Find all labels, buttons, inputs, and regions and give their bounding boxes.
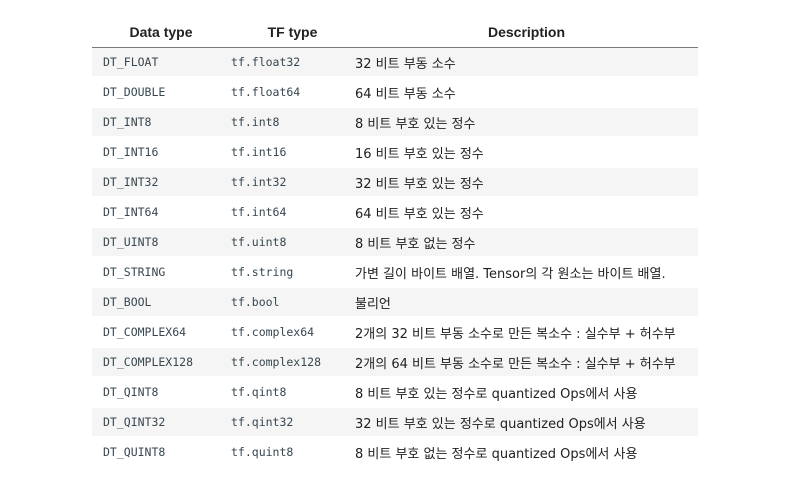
table-row: DT_INT32 tf.int32 32 비트 부호 있는 정수: [92, 167, 698, 197]
cell-tf-type: tf.float64: [230, 77, 355, 107]
table-header: Data type TF type Description: [92, 16, 698, 48]
table-row: DT_BOOL tf.bool 불리언: [92, 287, 698, 317]
cell-data-type: DT_DOUBLE: [92, 77, 230, 107]
table-row: DT_COMPLEX128 tf.complex128 2개의 64 비트 부동 소…: [92, 347, 698, 377]
cell-tf-type: tf.qint8: [230, 377, 355, 407]
cell-data-type: DT_INT8: [92, 107, 230, 137]
cell-tf-type: tf.int16: [230, 137, 355, 167]
cell-data-type: DT_UINT8: [92, 227, 230, 257]
cell-data-type: DT_QINT32: [92, 407, 230, 437]
table-row: DT_FLOAT tf.float32 32 비트 부동 소수: [92, 47, 698, 77]
cell-tf-type: tf.complex128: [230, 347, 355, 377]
cell-tf-type: tf.float32: [230, 47, 355, 77]
cell-description: 16 비트 부호 있는 정수: [355, 137, 698, 167]
cell-data-type: DT_INT64: [92, 197, 230, 227]
cell-tf-type: tf.int32: [230, 167, 355, 197]
cell-description: 8 비트 부호 있는 정수: [355, 107, 698, 137]
data-types-table-container: Data type TF type Description DT_FLOAT tf…: [92, 16, 698, 468]
cell-description: 8 비트 부호 없는 정수: [355, 227, 698, 257]
cell-description: 8 비트 부호 있는 정수로 quantized Ops에서 사용: [355, 377, 698, 407]
cell-description: 2개의 64 비트 부동 소수로 만든 복소수 : 실수부 + 허수부: [355, 347, 698, 377]
cell-tf-type: tf.int64: [230, 197, 355, 227]
cell-description: 32 비트 부호 있는 정수: [355, 167, 698, 197]
cell-description: 2개의 32 비트 부동 소수로 만든 복소수 : 실수부 + 허수부: [355, 317, 698, 347]
cell-description: 8 비트 부호 없는 정수로 quantized Ops에서 사용: [355, 437, 698, 467]
cell-description: 가변 길이 바이트 배열. Tensor의 각 원소는 바이트 배열.: [355, 257, 698, 287]
cell-description: 64 비트 부동 소수: [355, 77, 698, 107]
table-body: DT_FLOAT tf.float32 32 비트 부동 소수 DT_DOUBLE tf…: [92, 47, 698, 467]
cell-tf-type: tf.complex64: [230, 317, 355, 347]
cell-data-type: DT_FLOAT: [92, 47, 230, 77]
table-row: DT_DOUBLE tf.float64 64 비트 부동 소수: [92, 77, 698, 107]
data-types-table: Data type TF type Description DT_FLOAT tf…: [92, 16, 698, 468]
header-tf-type: TF type: [230, 16, 355, 48]
cell-data-type: DT_QINT8: [92, 377, 230, 407]
cell-data-type: DT_BOOL: [92, 287, 230, 317]
cell-description: 32 비트 부호 있는 정수로 quantized Ops에서 사용: [355, 407, 698, 437]
cell-data-type: DT_QUINT8: [92, 437, 230, 467]
cell-tf-type: tf.qint32: [230, 407, 355, 437]
cell-description: 64 비트 부호 있는 정수: [355, 197, 698, 227]
cell-data-type: DT_COMPLEX64: [92, 317, 230, 347]
table-row: DT_COMPLEX64 tf.complex64 2개의 32 비트 부동 소수로…: [92, 317, 698, 347]
table-row: DT_INT64 tf.int64 64 비트 부호 있는 정수: [92, 197, 698, 227]
cell-tf-type: tf.int8: [230, 107, 355, 137]
table-row: DT_UINT8 tf.uint8 8 비트 부호 없는 정수: [92, 227, 698, 257]
cell-tf-type: tf.bool: [230, 287, 355, 317]
cell-description: 불리언: [355, 287, 698, 317]
table-row: DT_INT8 tf.int8 8 비트 부호 있는 정수: [92, 107, 698, 137]
cell-tf-type: tf.uint8: [230, 227, 355, 257]
cell-description: 32 비트 부동 소수: [355, 47, 698, 77]
table-row: DT_QINT32 tf.qint32 32 비트 부호 있는 정수로 quanti…: [92, 407, 698, 437]
cell-tf-type: tf.quint8: [230, 437, 355, 467]
header-row: Data type TF type Description: [92, 16, 698, 48]
cell-data-type: DT_STRING: [92, 257, 230, 287]
cell-tf-type: tf.string: [230, 257, 355, 287]
header-data-type: Data type: [92, 16, 230, 48]
table-row: DT_INT16 tf.int16 16 비트 부호 있는 정수: [92, 137, 698, 167]
cell-data-type: DT_INT32: [92, 167, 230, 197]
header-description: Description: [355, 16, 698, 48]
table-row: DT_STRING tf.string 가변 길이 바이트 배열. Tensor의 …: [92, 257, 698, 287]
cell-data-type: DT_COMPLEX128: [92, 347, 230, 377]
table-row: DT_QINT8 tf.qint8 8 비트 부호 있는 정수로 quantized…: [92, 377, 698, 407]
table-row: DT_QUINT8 tf.quint8 8 비트 부호 없는 정수로 quantiz…: [92, 437, 698, 467]
cell-data-type: DT_INT16: [92, 137, 230, 167]
